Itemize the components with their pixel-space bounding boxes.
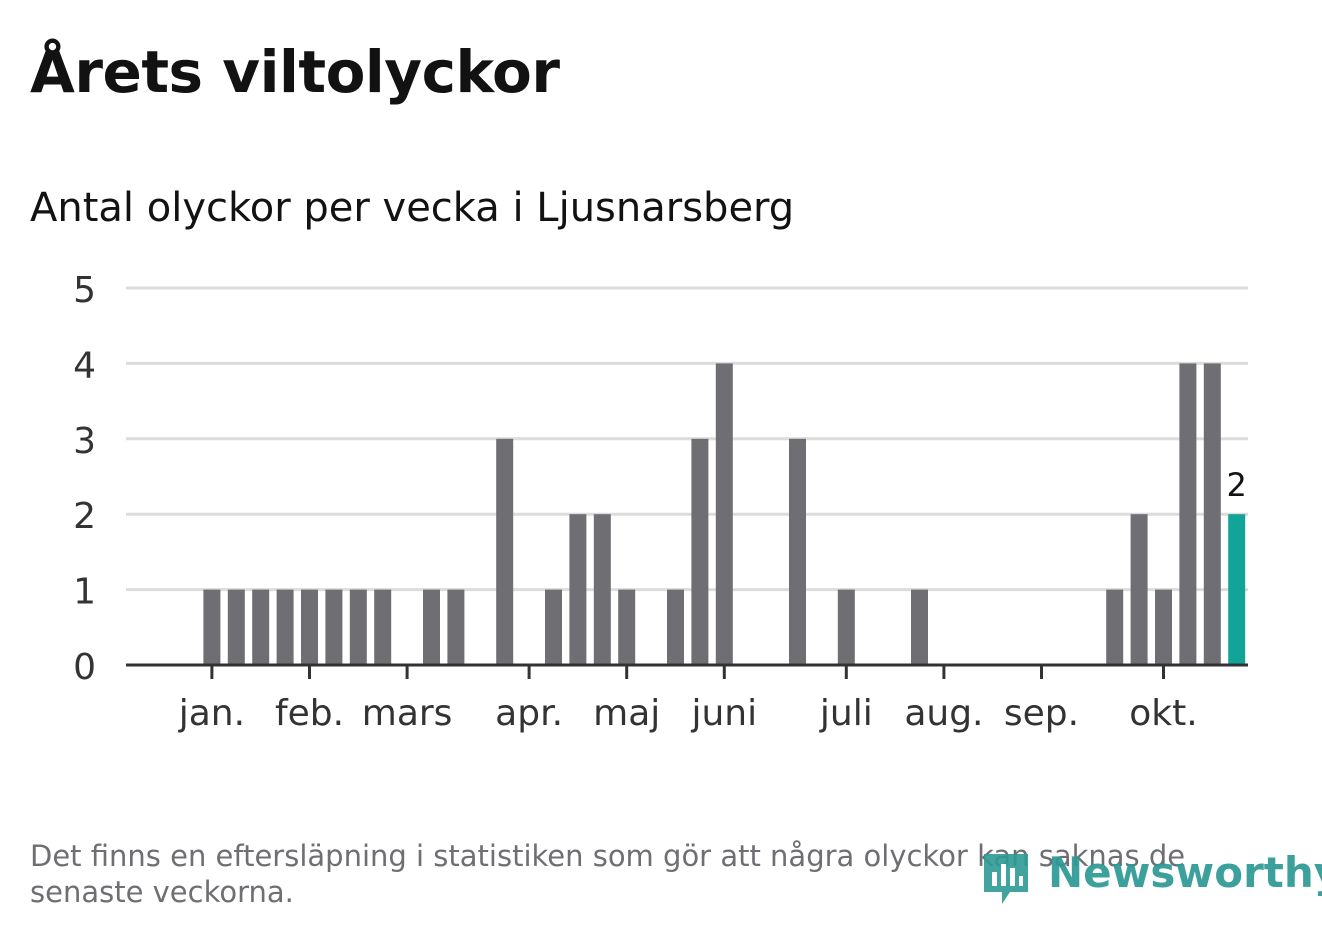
- bar: [1130, 514, 1148, 665]
- x-tick-label: feb.: [275, 693, 344, 734]
- y-tick-label: 2: [73, 496, 96, 537]
- highlight-value-label: 2: [1227, 466, 1247, 504]
- y-tick-label: 4: [73, 345, 96, 386]
- y-tick-label: 1: [73, 572, 96, 613]
- bar: [447, 589, 465, 665]
- bar: [545, 589, 562, 665]
- bar: [325, 589, 343, 665]
- x-tick-label: aug.: [904, 693, 983, 734]
- bar: [1106, 589, 1124, 665]
- bar: [423, 589, 440, 665]
- x-tick-label: jan.: [178, 693, 245, 734]
- x-tick-label: apr.: [495, 693, 563, 734]
- bar: [1203, 363, 1221, 665]
- bar: [252, 589, 270, 665]
- bar: [203, 589, 221, 665]
- newsworthy-logo-text: Newsworthy: [1048, 848, 1322, 897]
- bar: [569, 514, 587, 665]
- bar: [227, 589, 245, 665]
- x-axis-tick-labels: jan. feb. mars apr. maj juni juli aug. sep. okt.: [178, 693, 1198, 734]
- y-tick-label: 5: [73, 270, 96, 311]
- x-tick-label: juni: [690, 693, 757, 734]
- bar: [1228, 514, 1246, 665]
- newsworthy-logo-icon: [984, 854, 1028, 904]
- bar: [837, 589, 855, 665]
- bar: [593, 514, 611, 665]
- bar: [349, 589, 367, 665]
- x-tick-label: mars: [362, 693, 453, 734]
- bar: [618, 589, 636, 665]
- data-labels: 2: [1227, 466, 1247, 504]
- bar: [691, 438, 709, 665]
- chart-title: Årets viltolyckor: [30, 38, 560, 106]
- y-axis-tick-labels: 0 1 2 3 4 5: [73, 270, 96, 688]
- bar: [667, 589, 684, 665]
- y-tick-label: 0: [73, 647, 96, 688]
- y-tick-label: 3: [73, 421, 96, 462]
- newsworthy-logo: Newsworthy: [980, 846, 1322, 910]
- bar: [1179, 363, 1197, 665]
- bar: [301, 589, 318, 665]
- gridlines: [126, 286, 1248, 592]
- bar: [374, 589, 392, 665]
- x-tick-label: maj: [593, 693, 660, 734]
- chart-subtitle: Antal olyckor per vecka i Ljusnarsberg: [30, 185, 795, 231]
- bar: [1155, 589, 1172, 665]
- x-axis: [126, 663, 1248, 679]
- x-tick-label: sep.: [1004, 693, 1079, 734]
- bar-chart: 0 1 2 3 4 5 jan. feb. mars apr. maj juni juli aug. se…: [73, 270, 1248, 734]
- bar: [715, 363, 733, 665]
- bar: [911, 589, 928, 665]
- bars: [203, 363, 1246, 665]
- x-tick-label: okt.: [1129, 693, 1197, 734]
- x-tick-label: juli: [819, 693, 873, 734]
- bar: [496, 438, 514, 665]
- bar: [789, 438, 806, 665]
- bar: [276, 589, 294, 665]
